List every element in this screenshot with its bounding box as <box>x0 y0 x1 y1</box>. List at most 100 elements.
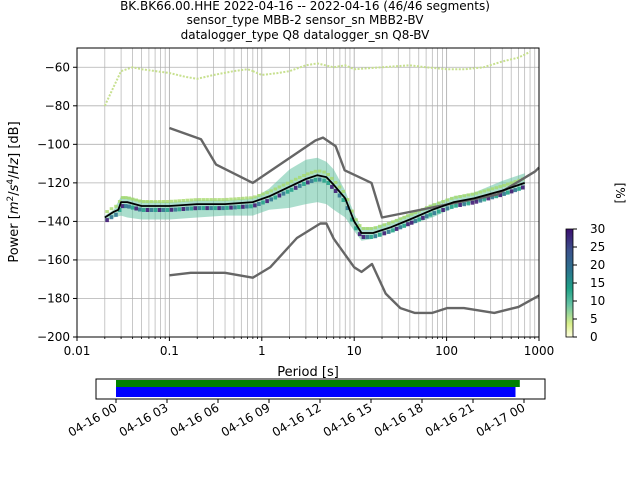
psd-cell <box>421 215 425 220</box>
x-axis-ticks: 0.01 0.1 1 10 100 1000 <box>64 337 555 358</box>
psd-cell <box>494 194 499 199</box>
psd-cell <box>373 234 378 239</box>
psd-cell <box>269 189 273 193</box>
psd-cell <box>201 198 205 202</box>
psd-cell <box>350 209 354 213</box>
psd-cell <box>114 204 118 208</box>
psd-cell <box>169 207 174 212</box>
psd-cell <box>354 226 358 231</box>
psd-cell <box>365 235 370 239</box>
psd-cell <box>149 208 154 212</box>
psd-cell <box>161 200 166 203</box>
x-tick-label: 0.1 <box>160 344 179 358</box>
psd-cell <box>330 184 334 189</box>
psd-cell <box>391 220 395 224</box>
psd-cell <box>462 194 466 198</box>
psd-cell <box>394 226 399 231</box>
psd-cell <box>326 173 330 176</box>
psd-cell <box>269 197 273 202</box>
psd-cell <box>486 196 491 201</box>
psd-cell <box>138 199 142 203</box>
psd-cell <box>513 180 518 184</box>
x-tick-label: 1000 <box>524 344 555 358</box>
psd-cell <box>313 169 318 173</box>
psd-histogram <box>104 157 525 241</box>
psd-cell <box>293 177 298 181</box>
psd-cell <box>169 199 174 203</box>
psd-cell <box>424 214 429 219</box>
psd-cell <box>498 185 502 189</box>
psd-cell <box>391 228 395 233</box>
series-line-psd-outlier-top <box>103 66 254 107</box>
psd-cell <box>127 196 131 200</box>
psd-cell <box>123 204 128 209</box>
psd-cell <box>285 181 290 185</box>
timeline-tick-label: 04-16 06 <box>168 400 222 439</box>
psd-cell <box>145 200 150 203</box>
title-line-1: BK.BK66.00.HHE 2022-04-16 -- 2022-04-16 … <box>120 0 490 13</box>
psd-cell <box>517 186 521 191</box>
psd-cell <box>225 205 229 210</box>
psd-cell <box>277 185 282 189</box>
psd-cell <box>309 179 314 184</box>
psd-cell <box>361 235 366 239</box>
psd-cell <box>173 207 178 212</box>
psd-cell <box>378 224 382 228</box>
psd-cell <box>130 197 135 201</box>
psd-cell <box>490 195 495 200</box>
psd-cell <box>409 212 414 216</box>
psd-cell <box>454 195 458 199</box>
psd-cell <box>245 196 249 200</box>
y-axis-label: Power [m2/s4/Hz] [dB] <box>6 121 22 262</box>
y-tick-label: −200 <box>37 330 70 344</box>
psd-cell <box>382 223 387 227</box>
psd-cell <box>478 190 483 194</box>
psd-cell <box>428 212 433 217</box>
psd-cell <box>281 191 286 196</box>
psd-cell <box>437 209 441 214</box>
colorbar: 0 5 10 15 20 25 30 [%] <box>565 183 627 344</box>
plot-frame <box>76 47 540 338</box>
psd-cell <box>509 181 514 185</box>
psd-cell <box>337 185 342 189</box>
y-tick-label: −80 <box>45 99 70 113</box>
psd-cell <box>337 193 342 198</box>
psd-cell <box>502 191 506 196</box>
title-line-3: datalogger_type Q8 datalogger_sn Q8-BV <box>181 28 431 42</box>
psd-cell <box>482 197 487 202</box>
psd-cell <box>470 192 475 196</box>
psd-cell <box>506 190 510 195</box>
psd-cell <box>130 205 135 210</box>
psd-cell <box>398 217 403 221</box>
psd-cell <box>209 206 213 211</box>
psd-cell <box>273 187 278 191</box>
psd-cell <box>466 201 471 206</box>
psd-cell <box>134 206 138 211</box>
psd-cell <box>369 227 373 230</box>
x-tick-label: 100 <box>435 344 458 358</box>
psd-cell <box>241 204 245 209</box>
psd-cell <box>509 189 514 194</box>
psd-cell <box>225 197 229 201</box>
x-axis-label: Period [s] <box>277 365 339 380</box>
timeline-tick-label: 04-16 15 <box>321 400 375 439</box>
psd-cell <box>229 197 233 201</box>
psd-cell <box>341 190 346 193</box>
colorbar-ticks: 0 5 10 15 20 25 30 <box>573 222 605 344</box>
colorbar-tick-label: 0 <box>590 330 598 344</box>
psd-cell <box>413 219 418 224</box>
psd-cell <box>189 198 194 202</box>
series-line-low-noise-model <box>169 222 540 315</box>
psd-cell <box>490 187 495 191</box>
psd-cell <box>117 208 122 212</box>
psd-cell <box>298 175 302 179</box>
psd-cell <box>257 202 261 206</box>
psd-cell <box>157 208 162 212</box>
psd-cell <box>345 198 350 202</box>
psd-cell <box>450 196 454 200</box>
title-line-2: sensor_type MBB-2 sensor_sn MBB2-BV <box>187 13 425 27</box>
psd-cell <box>117 200 122 203</box>
psd-cell <box>413 211 418 215</box>
psd-cell <box>498 193 502 198</box>
